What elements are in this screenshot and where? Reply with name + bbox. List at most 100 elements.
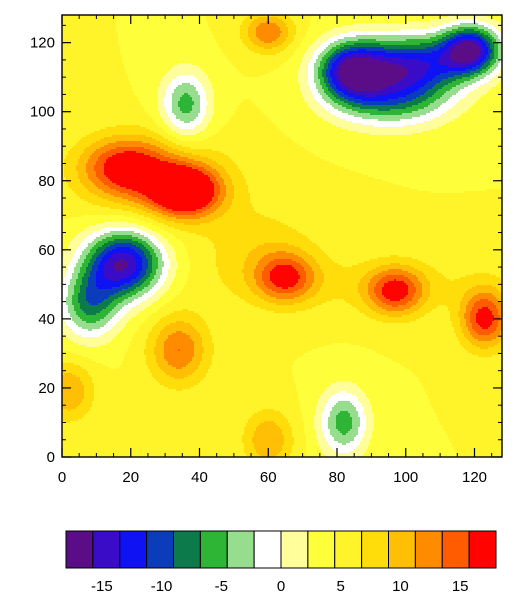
contour-cell — [342, 87, 351, 90]
contour-cell — [142, 199, 153, 202]
contour-cell — [358, 289, 369, 292]
contour-cell — [386, 275, 405, 278]
contour-cell — [62, 157, 67, 160]
contour-cell — [372, 431, 447, 434]
contour-cell — [66, 249, 77, 252]
contour-cell — [278, 425, 291, 428]
contour-cell — [212, 31, 241, 34]
contour-cell — [68, 289, 75, 292]
contour-cell — [470, 315, 477, 318]
contour-cell — [274, 69, 299, 72]
contour-cell — [166, 339, 193, 342]
contour-cell — [452, 51, 481, 54]
contour-cell — [282, 131, 359, 134]
contour-cell — [336, 421, 353, 424]
contour-cell — [86, 271, 91, 274]
contour-cell — [292, 429, 305, 432]
contour-cell — [74, 289, 81, 292]
contour-cell — [62, 101, 141, 104]
contour-cell — [62, 67, 125, 70]
contour-cell — [424, 387, 502, 390]
contour-cell — [62, 217, 71, 220]
contour-cell — [320, 61, 327, 64]
contour-cell — [68, 309, 75, 312]
contour-cell — [270, 21, 285, 24]
contour-cell — [276, 53, 295, 56]
contour-cell — [246, 281, 257, 284]
contour-cell — [150, 115, 161, 118]
contour-cell — [298, 69, 309, 72]
contour-cell — [174, 153, 193, 156]
contour-cell — [190, 83, 203, 86]
contour-cell — [214, 195, 219, 198]
contour-cell — [226, 189, 235, 192]
contour-cell — [244, 431, 255, 434]
contour-cell — [102, 181, 113, 184]
contour-cell — [486, 55, 491, 58]
contour-cell — [106, 331, 121, 334]
contour-cell — [86, 291, 119, 294]
contour-cell — [206, 113, 215, 116]
contour-cell — [410, 313, 427, 316]
contour-cell — [472, 353, 499, 356]
contour-cell — [108, 157, 157, 160]
contour-cell — [146, 361, 157, 364]
contour-cell — [242, 171, 357, 174]
contour-cell — [482, 65, 489, 68]
contour-cell — [218, 171, 227, 174]
contour-cell — [216, 39, 243, 42]
contour-cell — [320, 397, 331, 400]
contour-cell — [174, 213, 197, 216]
contour-cell — [116, 147, 145, 150]
contour-cell — [70, 351, 127, 354]
contour-cell — [322, 43, 331, 46]
contour-cell — [422, 285, 431, 288]
contour-cell — [376, 311, 415, 314]
contour-cell — [240, 33, 249, 36]
contour-cell — [126, 73, 167, 76]
contour-cell — [82, 281, 89, 284]
contour-cell — [158, 281, 165, 284]
contour-cell — [328, 423, 337, 426]
contour-cell — [420, 317, 451, 320]
contour-cell — [430, 295, 465, 298]
contour-cell — [408, 73, 427, 76]
contour-cell — [248, 29, 257, 32]
contour-cell — [62, 177, 67, 180]
contour-cell — [152, 117, 163, 120]
contour-cell — [100, 179, 111, 182]
contour-cell — [458, 313, 465, 316]
contour-cell — [352, 109, 379, 112]
contour-cell — [338, 441, 351, 444]
contour-cell — [450, 55, 479, 58]
contour-cell — [294, 377, 419, 380]
contour-cell — [356, 307, 371, 310]
contour-cell — [116, 183, 215, 186]
contour-cell — [214, 107, 239, 110]
contour-cell — [84, 273, 91, 276]
contour-cell — [326, 75, 331, 78]
contour-cell — [78, 297, 87, 300]
contour-cell — [162, 285, 171, 288]
contour-cell — [144, 107, 159, 110]
contour-cell — [94, 253, 101, 256]
contour-cell — [382, 301, 409, 304]
contour-cell — [148, 291, 157, 294]
contour-cell — [184, 93, 189, 96]
contour-cell — [216, 161, 235, 164]
contour-cell — [320, 63, 325, 66]
contour-cell — [62, 259, 73, 262]
contour-cell — [358, 309, 373, 312]
contour-cell — [308, 47, 319, 50]
contour-cell — [316, 435, 325, 438]
contour-cell — [306, 309, 359, 312]
contour-cell — [428, 297, 463, 300]
contour-cell — [220, 189, 227, 192]
contour-cell — [478, 33, 485, 36]
contour-cell — [102, 259, 109, 262]
contour-cell — [106, 315, 115, 318]
contour-cell — [452, 43, 461, 46]
contour-cell — [170, 323, 191, 326]
contour-cell — [194, 127, 207, 130]
y-tick-label: 80 — [38, 173, 55, 190]
